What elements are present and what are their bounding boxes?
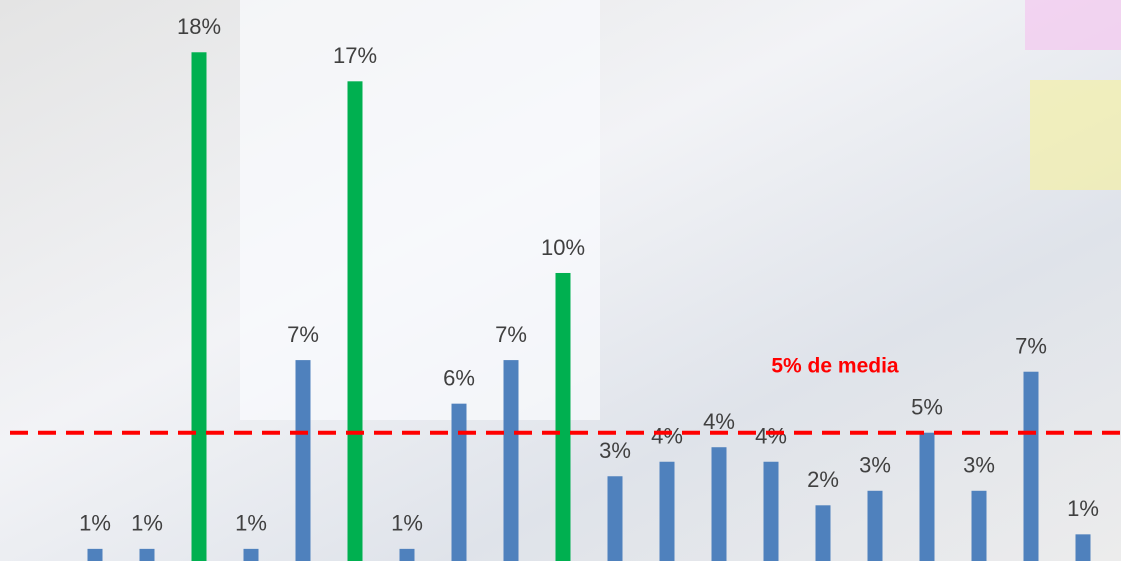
value-label: 7% [495, 322, 527, 347]
value-label: 3% [859, 453, 891, 478]
bar [347, 81, 363, 561]
value-label: 6% [443, 365, 475, 390]
value-label: 3% [599, 438, 631, 463]
mean-label: 5% de media [771, 355, 899, 378]
bar [451, 403, 467, 561]
value-label: 3% [963, 453, 995, 478]
bar [971, 490, 987, 561]
bar [1023, 371, 1039, 561]
bar [243, 548, 259, 561]
value-label: 4% [651, 424, 683, 449]
value-label: 10% [541, 235, 585, 260]
bar [139, 548, 155, 561]
bar [815, 505, 831, 561]
value-label: 1% [79, 511, 111, 536]
value-label: 7% [1015, 334, 1047, 359]
value-label: 18% [177, 14, 221, 39]
bar [295, 360, 311, 561]
bar [555, 272, 571, 561]
value-label: 1% [235, 511, 267, 536]
bar [867, 490, 883, 561]
bar [607, 476, 623, 561]
value-label: 1% [391, 511, 423, 536]
value-label: 4% [755, 424, 787, 449]
bar [919, 432, 935, 561]
bar [1075, 534, 1091, 561]
bar [503, 360, 519, 561]
bar [763, 461, 779, 561]
bar [659, 461, 675, 561]
sticky-note [1025, 0, 1121, 50]
bar [87, 548, 103, 561]
bar [191, 52, 207, 561]
value-label: 7% [287, 322, 319, 347]
value-label: 1% [131, 511, 163, 536]
sticky-note [1030, 80, 1121, 190]
notebook [240, 0, 600, 420]
value-label: 17% [333, 43, 377, 68]
bar [399, 548, 415, 561]
value-label: 1% [1067, 496, 1099, 521]
bar [711, 447, 727, 561]
value-label: 5% [911, 395, 943, 420]
value-label: 4% [703, 409, 735, 434]
value-label: 2% [807, 467, 839, 492]
